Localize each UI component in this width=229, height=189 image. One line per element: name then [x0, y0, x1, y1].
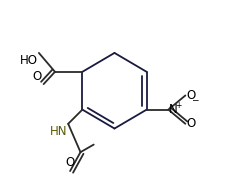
Text: O: O	[33, 70, 42, 83]
Text: O: O	[186, 89, 196, 102]
Text: O: O	[186, 117, 196, 130]
Text: +: +	[175, 101, 181, 110]
Text: O: O	[65, 156, 75, 169]
Text: N: N	[169, 103, 177, 116]
Text: HN: HN	[50, 125, 67, 138]
Text: HO: HO	[20, 54, 38, 67]
Text: −: −	[191, 95, 199, 104]
